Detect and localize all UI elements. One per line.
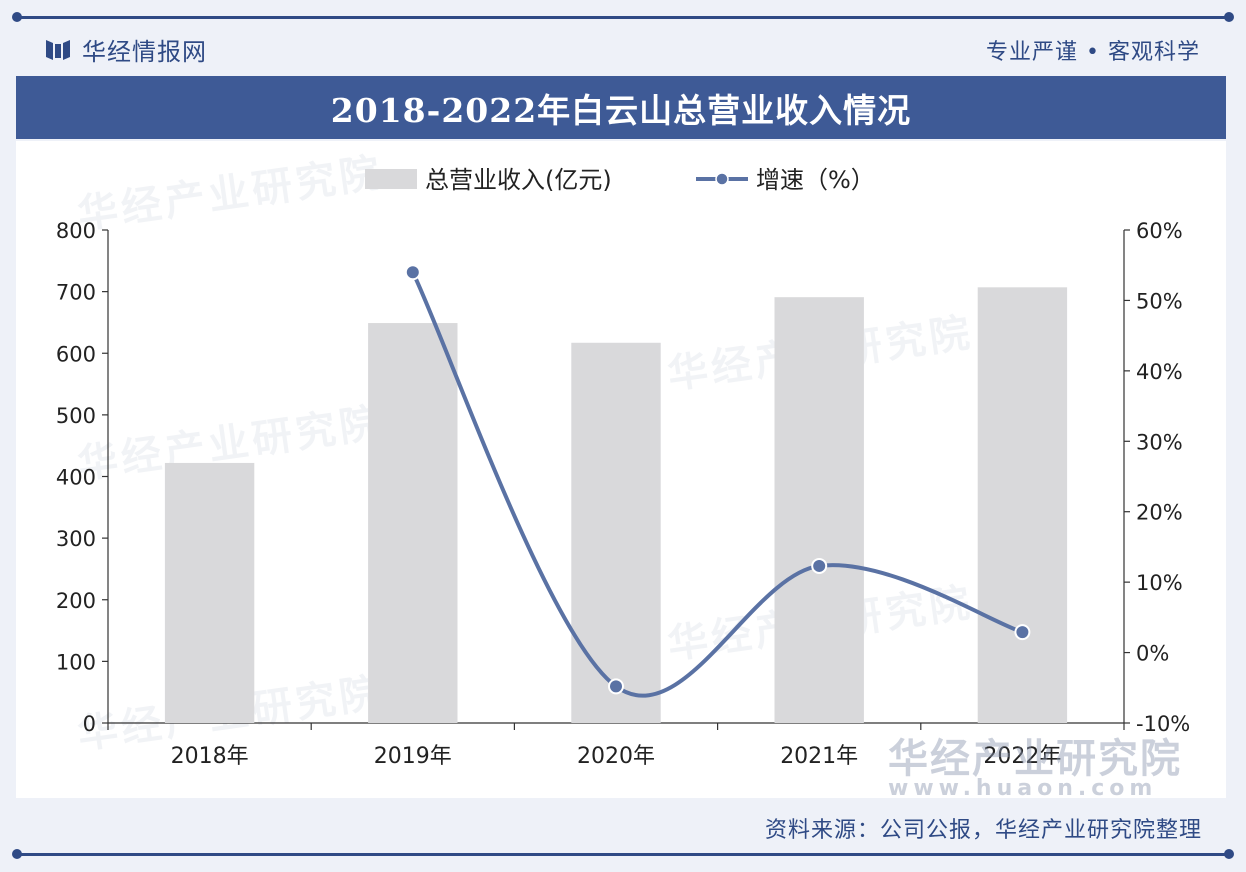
rule-dot bbox=[12, 12, 22, 22]
revenue-bar bbox=[164, 462, 255, 723]
rule-dot bbox=[1224, 849, 1234, 859]
revenue-bar bbox=[368, 323, 458, 723]
growth-point bbox=[608, 678, 624, 695]
y-left-tick-label: 400 bbox=[56, 466, 96, 490]
legend-line-marker bbox=[715, 172, 729, 186]
revenue-bar bbox=[977, 287, 1068, 723]
chart-title: 2018-2022年白云山总营业收入情况 bbox=[330, 90, 912, 130]
x-tick-label: 2018年 bbox=[171, 744, 249, 769]
source-note: 资料来源：公司公报，华经产业研究院整理 bbox=[764, 818, 1202, 843]
brand: 华经情报网 bbox=[44, 32, 207, 67]
growth-point bbox=[1014, 624, 1031, 641]
x-tick-label: 2021年 bbox=[780, 744, 858, 769]
y-right-tick-label: 20% bbox=[1136, 501, 1183, 525]
chart-panel: 华经产业研究院 华经产业研究院 华经产业研究院 华经产业研究院 华经产业研究院 … bbox=[16, 141, 1226, 798]
watermark-logo-text: 华经产业研究院 bbox=[888, 736, 1182, 782]
slogan: 专业严谨 • 客观科学 bbox=[986, 40, 1200, 65]
y-left-tick-label: 500 bbox=[56, 404, 96, 428]
y-left-tick-label: 200 bbox=[56, 589, 96, 613]
top-rule bbox=[12, 12, 1234, 22]
y-left-tick-label: 700 bbox=[56, 281, 96, 305]
y-right-tick-label: -10% bbox=[1136, 712, 1190, 736]
x-tick-label: 2020年 bbox=[577, 744, 655, 769]
y-left-tick-label: 100 bbox=[56, 650, 96, 674]
y-left-tick-label: 0 bbox=[83, 712, 96, 736]
legend: 总营业收入(亿元) 增速（%） bbox=[365, 166, 875, 194]
growth-point bbox=[811, 557, 828, 574]
huajing-logo-icon bbox=[46, 39, 70, 60]
y-right-tick-label: 60% bbox=[1136, 219, 1183, 243]
growth-line bbox=[411, 271, 1024, 698]
bars bbox=[164, 287, 1068, 723]
bottom-rule bbox=[12, 849, 1234, 859]
growth-line-series bbox=[404, 264, 1031, 698]
source-bar: 资料来源：公司公报，华经产业研究院整理 bbox=[16, 800, 1226, 850]
rule-dot bbox=[12, 849, 22, 859]
revenue-bar bbox=[774, 297, 864, 723]
watermark-url: www.huaon.com bbox=[888, 776, 1158, 801]
legend-line-label: 增速（%） bbox=[756, 166, 875, 194]
title-bar: 2018-2022年白云山总营业收入情况 bbox=[16, 76, 1226, 139]
growth-point bbox=[404, 264, 421, 281]
x-tick-label: 2022年 bbox=[983, 744, 1061, 769]
x-tick-label: 2019年 bbox=[374, 744, 452, 769]
revenue-bar bbox=[571, 342, 661, 723]
header: 华经情报网 专业严谨 • 客观科学 bbox=[16, 22, 1230, 72]
y-right-tick-label: 0% bbox=[1136, 642, 1169, 666]
legend-bar-label: 总营业收入(亿元) bbox=[425, 166, 612, 194]
revenue-chart: 总营业收入(亿元) 增速（%） 0 100 200 300 400 500 600 700 80… bbox=[56, 166, 1190, 769]
legend-bar-swatch bbox=[365, 169, 417, 189]
y-right-tick-label: 30% bbox=[1136, 430, 1183, 454]
y-right-tick-label: 40% bbox=[1136, 360, 1183, 384]
brand-name: 华经情报网 bbox=[82, 38, 207, 66]
y-left-tick-label: 300 bbox=[56, 527, 96, 551]
y-left-tick-label: 600 bbox=[56, 342, 96, 366]
y-right-tick-label: 50% bbox=[1136, 289, 1183, 313]
y-right-tick-label: 10% bbox=[1136, 571, 1183, 595]
rule-dot bbox=[1224, 12, 1234, 22]
y-left-tick-label: 800 bbox=[56, 219, 96, 243]
